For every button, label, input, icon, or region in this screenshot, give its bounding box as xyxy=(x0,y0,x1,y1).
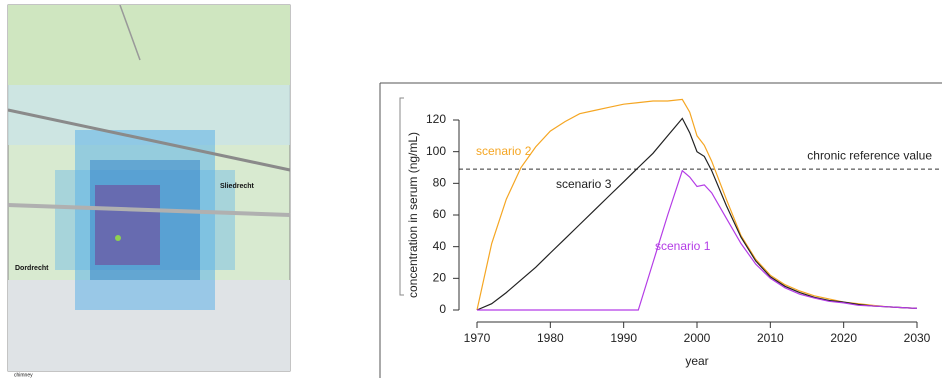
chart: 0 20 40 60 80 100 120 1970 1980 1990 2000 2010 2020 2… xyxy=(380,83,942,378)
series-line xyxy=(477,99,917,310)
series-label: scenario 1 xyxy=(655,239,711,253)
x-tick-label: 2020 xyxy=(830,331,857,345)
series-line xyxy=(477,118,917,310)
y-tick-label: 80 xyxy=(433,176,447,190)
map-label: Sliedrecht xyxy=(220,183,255,190)
x-tick-label: 1980 xyxy=(537,331,564,345)
x-tick-label: 2010 xyxy=(757,331,784,345)
reference-label: chronic reference value xyxy=(807,148,932,162)
map-label: chimney xyxy=(14,372,33,378)
series-label: scenario 2 xyxy=(476,144,532,158)
map-label: Dordrecht xyxy=(15,265,49,272)
x-tick-label: 1970 xyxy=(464,331,491,345)
y-axis-label: concentration in serum (ng/mL) xyxy=(406,132,420,298)
y-tick-label: 0 xyxy=(439,302,446,316)
map: Sliedrecht Dordrecht chimney xyxy=(8,5,290,378)
map-chimney xyxy=(115,235,121,241)
x-tick-label: 2030 xyxy=(904,331,931,345)
y-tick-label: 20 xyxy=(433,271,447,285)
bracket xyxy=(400,98,404,295)
y-tick-label: 40 xyxy=(433,239,447,253)
x-tick-label: 1990 xyxy=(610,331,637,345)
page: Sliedrecht Dordrecht chimney 0 20 40 60 80 10… xyxy=(0,0,942,378)
x-axis-label: year xyxy=(685,354,708,368)
map-zone-inner xyxy=(95,185,160,265)
map-fields xyxy=(8,5,290,85)
series-label: scenario 3 xyxy=(556,177,612,191)
x-tick-label: 2000 xyxy=(684,331,711,345)
y-tick-label: 120 xyxy=(426,112,446,126)
y-tick-label: 100 xyxy=(426,144,446,158)
y-tick-label: 60 xyxy=(433,207,447,221)
